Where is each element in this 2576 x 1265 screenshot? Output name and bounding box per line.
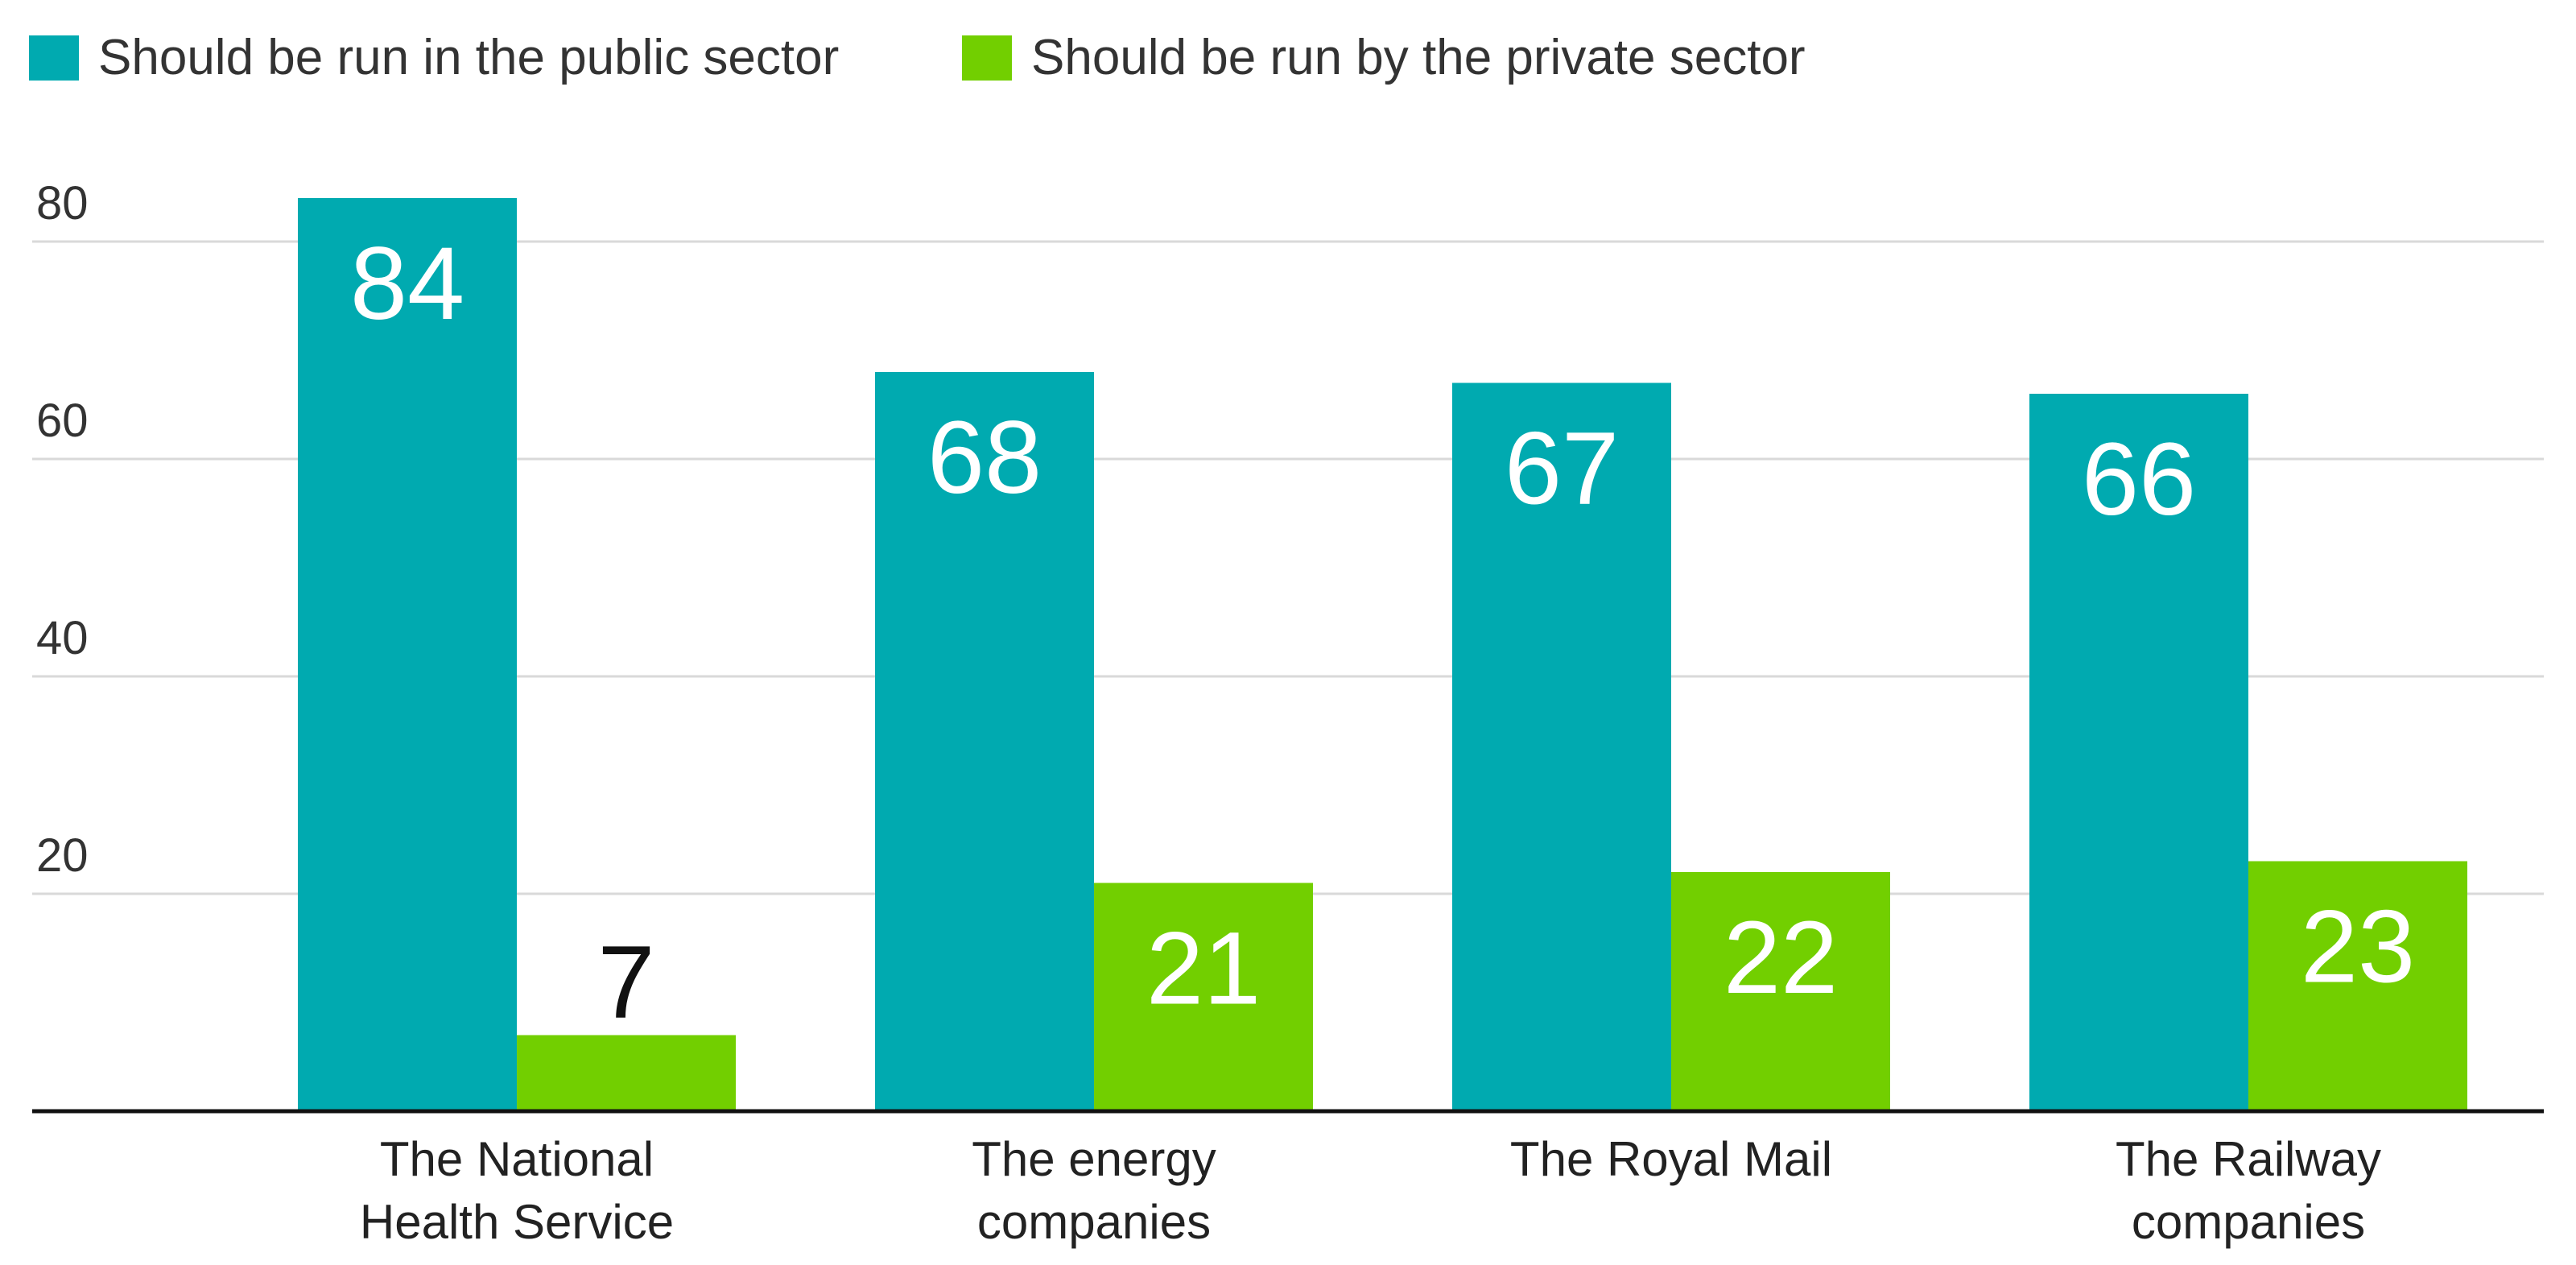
y-tick-label-60: 60 — [36, 395, 89, 447]
category-label-0: The National Health Service — [360, 1132, 674, 1249]
legend-swatch-0 — [29, 35, 79, 81]
bar-s0-c3 — [2029, 394, 2248, 1111]
x-axis-categories: The National Health Service The energy comp… — [360, 1132, 2381, 1249]
category-label-line: The energy — [972, 1132, 1216, 1186]
data-label-s1-c2: 22 — [1724, 900, 1838, 1015]
legend: Should be run in the public sector Should… — [29, 30, 1806, 85]
y-tick-label-20: 20 — [36, 829, 89, 882]
legend-swatch-1 — [962, 35, 1012, 81]
bar-s1-c3 — [2248, 861, 2467, 1111]
data-label-s0-c2: 67 — [1505, 411, 1619, 527]
bar-s0-c1 — [875, 372, 1094, 1111]
data-label-s0-c1: 68 — [927, 400, 1042, 515]
bars — [298, 198, 2467, 1111]
y-tick-label-40: 40 — [36, 612, 89, 664]
category-label-1: The energy companies — [972, 1132, 1216, 1249]
y-tick-label-80: 80 — [36, 177, 89, 229]
legend-label-0: Should be run in the public sector — [98, 30, 839, 85]
data-label-s1-c0: 7 — [597, 925, 654, 1040]
data-label-s1-c3: 23 — [2301, 890, 2415, 1005]
category-label-line: companies — [2132, 1195, 2365, 1249]
bar-s1-c1 — [1094, 883, 1313, 1111]
bar-s0-c2 — [1452, 382, 1671, 1111]
category-label-line: The Railway — [2116, 1132, 2381, 1186]
category-label-line: The Royal Mail — [1510, 1132, 1832, 1186]
data-label-s1-c1: 21 — [1146, 912, 1261, 1027]
category-label-line: companies — [977, 1195, 1211, 1249]
bar-s0-c0 — [298, 198, 517, 1111]
data-label-s0-c3: 66 — [2082, 422, 2196, 537]
category-label-line: The National — [380, 1132, 654, 1186]
bar-s1-c0 — [517, 1035, 736, 1111]
data-label-s0-c0: 84 — [350, 226, 464, 341]
category-label-3: The Railway companies — [2116, 1132, 2381, 1249]
data-labels: 84 7 68 21 67 22 66 23 — [350, 226, 2415, 1040]
y-axis-ticks: 20 40 60 80 — [36, 177, 89, 882]
category-label-line: Health Service — [360, 1195, 674, 1249]
legend-label-1: Should be run by the private sector — [1031, 30, 1806, 85]
bar-s1-c2 — [1671, 872, 1890, 1111]
category-label-2: The Royal Mail — [1510, 1132, 1832, 1186]
